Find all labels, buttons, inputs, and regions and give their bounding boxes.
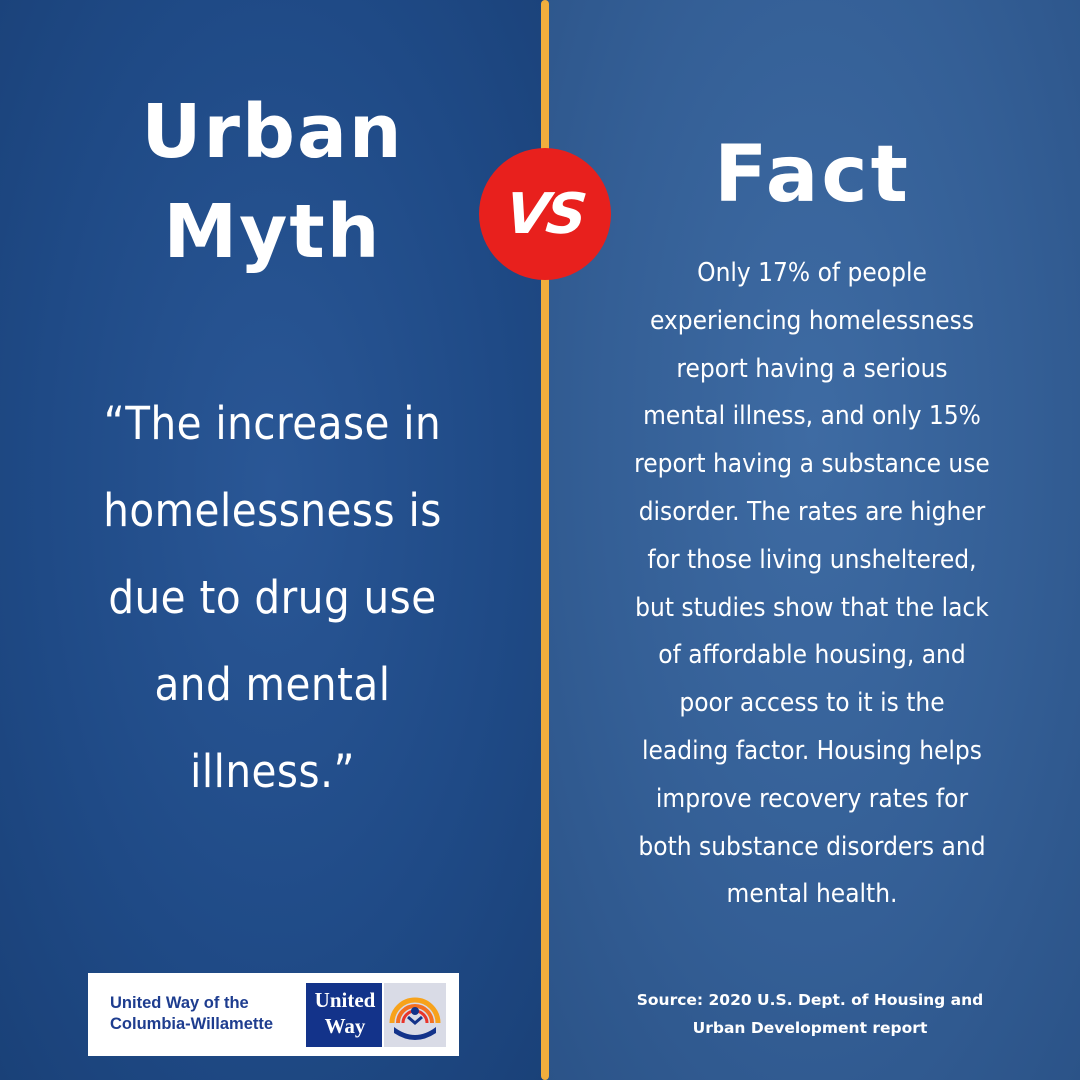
logo-mark-line2: Way (324, 1014, 366, 1038)
fact-body-line: both substance disorders and (638, 831, 986, 862)
logo-org-name: United Way of the Columbia-Willamette (110, 993, 273, 1035)
fact-body: Only 17% of people experiencing homeless… (592, 250, 1032, 919)
logo-org-line1: United Way of the (110, 994, 249, 1012)
fact-body-line: but studies show that the lack (635, 592, 989, 623)
united-way-logo: United Way of the Columbia-Willamette Un… (88, 973, 459, 1056)
myth-quote-line: homelessness is (103, 484, 442, 537)
logo-mark-line1: United (314, 988, 376, 1012)
myth-panel (0, 0, 545, 1080)
myth-quote-line: illness.” (190, 745, 355, 798)
myth-title-line1: Urban (141, 89, 404, 175)
united-way-wordmark: United Way (306, 983, 382, 1047)
vs-label: VS (502, 181, 588, 247)
fact-body-line: experiencing homelessness (649, 305, 975, 336)
united-way-mark: United Way (306, 983, 446, 1047)
myth-title-line2: Myth (163, 189, 382, 275)
fact-body-line: leading factor. Housing helps (642, 735, 982, 766)
helping-hand-rainbow-icon (384, 983, 446, 1047)
fact-body-line: Only 17% of people (697, 258, 927, 288)
fact-body-line: report having a substance use (634, 449, 990, 480)
source-line2: Urban Development report (692, 1019, 928, 1037)
source-line1: Source: 2020 U.S. Dept. of Housing and (636, 991, 984, 1009)
fact-panel (545, 0, 1080, 1080)
fact-body-line: mental health. (726, 879, 898, 910)
vs-badge: VS (479, 148, 611, 280)
myth-title: Urban Myth (0, 82, 545, 282)
fact-body-line: report having a serious (676, 353, 948, 384)
logo-org-line2: Columbia-Willamette (110, 1015, 274, 1033)
fact-body-line: poor access to it is the (679, 688, 945, 719)
divider-line (541, 0, 549, 1080)
myth-quote-line: due to drug use (108, 571, 437, 624)
fact-body-line: for those living unsheltered, (647, 544, 977, 575)
source-citation: Source: 2020 U.S. Dept. of Housing and U… (600, 986, 1020, 1042)
fact-body-line: improve recovery rates for (655, 783, 969, 814)
fact-body-line: of affordable housing, and (658, 640, 966, 671)
myth-quote-line: and mental (154, 658, 391, 711)
myth-quote: “The increase in homelessness is due to … (40, 380, 505, 815)
fact-body-line: disorder. The rates are higher (638, 496, 986, 527)
myth-quote-line: “The increase in (103, 397, 442, 450)
fact-body-line: mental illness, and only 15% (643, 401, 981, 432)
fact-title: Fact (714, 130, 911, 220)
